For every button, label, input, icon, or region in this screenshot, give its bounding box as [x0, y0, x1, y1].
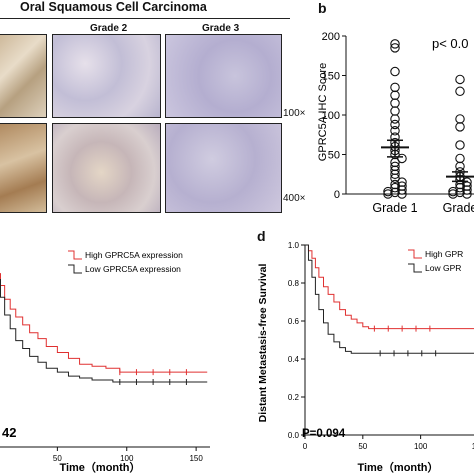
- title-underline: [0, 18, 290, 19]
- panel-d-y-tick-label: 0.8: [288, 279, 300, 288]
- histology-grade-1-400x: [0, 123, 47, 213]
- panel-c-x-tick-label: 100: [120, 454, 134, 463]
- histology-grade-3-400x: [165, 123, 282, 213]
- panel-b-data-point: [455, 182, 465, 193]
- panel-c-survival-curve: [0, 279, 208, 383]
- panel-c-x-tick-label: 50: [53, 454, 62, 463]
- panel-b-data-point: [455, 187, 465, 198]
- panel-b-data-point: [390, 90, 400, 101]
- panel-b-data-point: [448, 189, 458, 199]
- panel-b-x-category-label: Grade: [443, 201, 474, 215]
- panel-b-data-point: [390, 82, 400, 93]
- panel-d-x-tick-label: 50: [358, 442, 367, 451]
- panel-b-data-point: [455, 86, 465, 97]
- panel-d-y-tick-label: 0.2: [288, 393, 300, 402]
- panel-d-legend-label: High GPR: [425, 249, 463, 259]
- panel-d-plot-area: 0.0 0.2 0.4 0.6 0.8 1.0 0 50 100 150 High GPR Low G…: [288, 241, 474, 451]
- panel-c-legend-symbol: [68, 250, 82, 260]
- panel-b-y-axis-label: GPRC5A IHC Score: [317, 63, 329, 161]
- panel-a-title: Oral Squamous Cell Carcinoma: [20, 0, 207, 14]
- panel-c-x-tick-label: 150: [189, 454, 203, 463]
- panel-d-x-tick-label: 100: [414, 442, 428, 451]
- panel-b-data-point: [390, 98, 400, 108]
- panel-b-data-point: [390, 182, 400, 193]
- panel-d-y-tick-label: 1.0: [288, 241, 300, 250]
- panel-b-data-point: [462, 189, 472, 199]
- panel-b-data-point: [390, 119, 400, 130]
- panel-b-data-point: [390, 66, 400, 77]
- panel-b-data-point: [455, 161, 465, 172]
- panel-c-p-value: 42: [2, 425, 16, 440]
- panel-b-y-tick-label: 100: [322, 110, 340, 122]
- panel-b-data-point: [383, 186, 393, 197]
- panel-d-x-tick-label: 150: [472, 442, 474, 451]
- panel-b-y-tick-label: 200: [322, 31, 340, 43]
- panel-d-survival-curve: [305, 244, 474, 330]
- panel-d-x-tick-label: 0: [303, 442, 308, 451]
- panel-b-y-tick-label: 0: [334, 189, 340, 201]
- panel-c-x-axis-label: Time（month）: [59, 461, 140, 474]
- histology-grade-2-400x: [52, 123, 161, 213]
- panel-d-chart: Distant Metastasis-free Survival 0.00.20…: [257, 241, 474, 474]
- panel-b-data-point: [455, 122, 465, 132]
- panel-b-data-point: [390, 169, 400, 180]
- magnification-400x: 400×: [283, 193, 306, 204]
- panel-d-y-tick-label: 0.0: [288, 431, 300, 440]
- panel-d-legend-label: Low GPR: [425, 263, 461, 273]
- panel-b-data-point: [455, 153, 465, 164]
- histology-grade-2-100x: [52, 34, 161, 118]
- panel-d-y-axis-label: Distant Metastasis-free Survival: [257, 264, 269, 423]
- panel-b-y-tick-label: 150: [322, 71, 340, 83]
- panel-d-legend-symbol: [408, 263, 422, 273]
- histology-grade-1-100x: [0, 34, 47, 118]
- panel-b-y-tick-label: 50: [328, 150, 340, 162]
- column-label-grade-2: Grade 2: [90, 23, 128, 34]
- panel-b-data-point: [397, 153, 407, 164]
- column-label-grade-3: Grade 3: [202, 23, 240, 34]
- panel-b-data-point: [390, 106, 400, 116]
- panel-b-data-point: [455, 114, 465, 124]
- panel-d-y-tick-label: 0.6: [288, 317, 300, 326]
- panel-b-p-value: p< 0.0: [432, 36, 469, 51]
- panel-b-data-point: [390, 173, 400, 183]
- panel-b-data-point: [390, 126, 400, 136]
- panel-b-data-point: [390, 114, 400, 124]
- panel-b-data-point: [462, 185, 472, 195]
- panel-c-legend-symbol: [68, 264, 82, 274]
- panel-c-legend-label: High GPRC5A expression: [85, 250, 183, 260]
- panel-b-data-point: [390, 39, 400, 49]
- panel-b-data-point: [383, 189, 393, 199]
- panel-d-legend-symbol: [408, 249, 422, 259]
- panel-d-y-tick-label: 0.4: [288, 355, 300, 364]
- panel-b-data-point: [455, 74, 465, 85]
- panel-b-data-point: [455, 140, 465, 150]
- panel-b-data-point: [390, 187, 400, 198]
- panel-d-label: d: [257, 228, 266, 244]
- panel-d-p-value: P=0.094: [302, 428, 346, 440]
- panel-b-data-point: [397, 189, 407, 199]
- panel-d-x-axis-label: Time（month）: [357, 461, 438, 474]
- panel-b-x-category-label: Grade 1: [372, 201, 417, 215]
- magnification-100x: 100×: [283, 108, 306, 119]
- panel-b-data-point: [448, 186, 458, 197]
- panel-b-label: b: [318, 0, 327, 16]
- panel-b-data-point: [397, 185, 407, 195]
- panel-b-data-point: [390, 43, 400, 53]
- histology-grade-3-100x: [165, 34, 282, 118]
- panel-b-chart: GPRC5A IHC Score 0 50 100 150 200 Grade 1 Grad…: [317, 31, 474, 215]
- panel-c-legend-label: Low GPRC5A expression: [85, 264, 181, 274]
- panel-b-plot-area: 0 50 100 150 200 Grade 1 Grade: [322, 31, 474, 215]
- panel-d-survival-curve: [305, 244, 474, 354]
